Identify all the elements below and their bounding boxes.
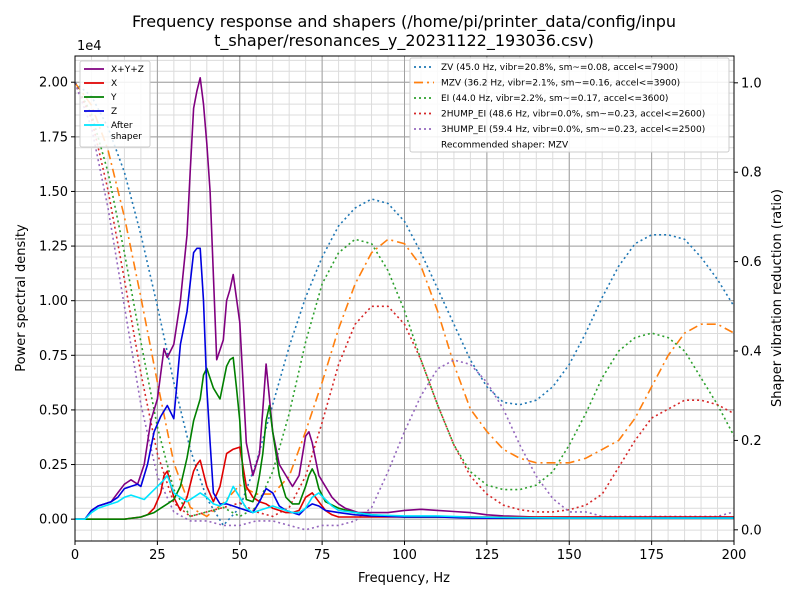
x-tick-label: 150 [557,548,582,563]
y2-tick-label: 0.2 [741,434,762,449]
x-axis-label: Frequency, Hz [358,571,450,586]
chart-title-line2: t_shaper/resonances_y_20231122_193036.cs… [214,31,594,51]
y2-axis-label: Shaper vibration reduction (ratio) [770,189,785,407]
y-tick-label: 0.00 [39,513,68,528]
chart-title-line1: Frequency response and shapers (/home/pi… [132,12,676,32]
x-tick-label: 75 [314,548,331,563]
y-tick-label: 0.75 [39,349,68,364]
y-tick-label: 1.00 [39,294,68,309]
x-tick-label: 25 [149,548,166,563]
recommended-shaper-label: Recommended shaper: MZV [441,141,569,151]
ticks: 0 25 50 75 100 125 150 175 200 0.00 0.25 0.50 0.75 1.… [39,76,762,563]
legend-shaper-label-0: ZV (45.0 Hz, vibr=20.8%, sm~=0.08, accel… [441,63,678,73]
legend-shapers: ZV (45.0 Hz, vibr=20.8%, sm~=0.08, accel… [409,57,730,153]
x-tick-label: 0 [71,548,79,563]
y2-tick-label: 1.0 [741,76,762,91]
y-scale-note: 1e4 [77,39,102,54]
x-tick-label: 200 [722,548,747,563]
legend-psd-label-3: Z [111,107,117,117]
x-tick-label: 125 [474,548,499,563]
y-tick-label: 0.25 [39,458,68,473]
plot-series [74,77,735,531]
y-tick-label: 1.75 [39,130,68,145]
y-tick-label: 2.00 [39,76,68,91]
psd-line-0 [75,77,734,521]
psd-line-1 [75,446,734,521]
y2-tick-label: 0.6 [741,255,762,270]
legend-shaper-label-1: MZV (36.2 Hz, vibr=2.1%, sm~=0.16, accel… [441,79,680,89]
y2-tick-label: 0.4 [741,345,762,360]
psd-line-4 [75,474,734,521]
y-tick-label: 1.25 [39,240,68,255]
legend-psd-label-4: After [111,121,133,131]
legend-psd-label-4: shaper [111,132,142,142]
x-tick-label: 100 [392,548,417,563]
legend-psd-label-0: X+Y+Z [111,65,144,75]
y-tick-label: 1.50 [39,185,68,200]
shaper-line-1 [74,82,735,518]
legend-shapers-box [409,57,730,153]
legend-psd-label-2: Y [110,93,117,103]
y-tick-label: 0.50 [39,403,68,418]
y2-tick-label: 0.0 [741,523,762,538]
legend-shaper-label-2: EI (44.0 Hz, vibr=2.2%, sm~=0.17, accel<… [441,94,668,104]
y-axis-label: Power spectral density [14,224,29,372]
legend-psd-label-1: X [111,79,117,89]
x-tick-label: 175 [639,548,664,563]
x-tick-label: 50 [231,548,248,563]
shaper-line-0 [74,82,735,527]
legend-shaper-label-3: 2HUMP_EI (48.6 Hz, vibr=0.0%, sm~=0.23, … [441,110,705,120]
y2-tick-label: 0.8 [741,166,762,181]
psd-line-3 [75,247,734,521]
shaper-line-3 [74,82,735,518]
shaper-line-2 [74,82,735,518]
legend-shaper-label-4: 3HUMP_EI (59.4 Hz, vibr=0.0%, sm~=0.23, … [441,125,705,135]
